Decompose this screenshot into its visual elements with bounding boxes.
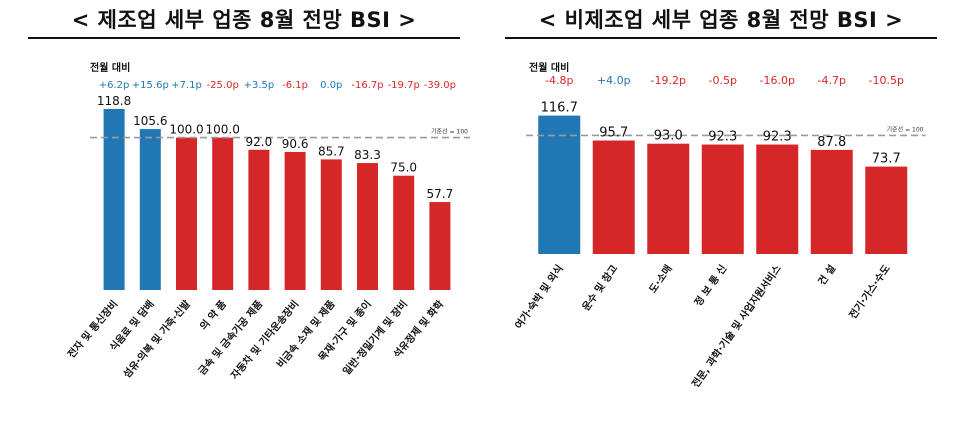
- value-label-1: 118.8: [97, 94, 131, 108]
- bar-1: [103, 108, 125, 291]
- value-label-2: 105.6: [133, 114, 167, 128]
- value-label-1: 116.7: [541, 101, 578, 116]
- bar-5: [248, 149, 270, 290]
- value-label-6: 90.6: [282, 137, 309, 151]
- bar-2: [139, 129, 161, 290]
- bar-5: [756, 144, 799, 254]
- manufacturing-chart-title: < 제조업 세부 업종 8월 전망 BSI >: [71, 8, 417, 32]
- category-label-4: 의 약 품: [197, 298, 229, 333]
- bar-3: [647, 143, 690, 254]
- bar-9: [393, 175, 415, 290]
- value-label-10: 57.7: [427, 187, 454, 201]
- nonmanufacturing-chart-title: < 비제조업 세부 업종 8월 전망 BSI >: [538, 8, 904, 32]
- value-label-5: 92.3: [763, 130, 792, 145]
- change-label-4: -25.0p: [207, 80, 239, 91]
- change-label-10: -39.0p: [424, 80, 456, 91]
- category-label-9: 일반·정밀기계 및 장비: [340, 298, 410, 378]
- change-label-6: -4.7p: [818, 74, 846, 87]
- value-label-4: 100.0: [206, 123, 240, 137]
- category-label-1: 전자 및 통신장비: [65, 298, 121, 361]
- value-label-5: 92.0: [246, 135, 273, 149]
- category-label-3: 섬유·의복 및 가죽·신발: [120, 297, 193, 381]
- value-label-3: 100.0: [169, 123, 203, 137]
- bar-7: [865, 166, 908, 254]
- baseline-label: 기준선 = 100: [431, 128, 468, 136]
- category-label-6: 자동차 및 기타운송장비: [228, 298, 302, 382]
- bar-7: [320, 159, 342, 290]
- bar-1: [538, 115, 581, 254]
- bar-4: [701, 144, 744, 254]
- change-label-2: +15.6p: [132, 80, 169, 91]
- category-label-2: 운수 및 창고: [579, 262, 620, 313]
- change-label-4: -0.5p: [709, 74, 737, 87]
- change-label-5: -16.0p: [760, 74, 795, 87]
- bar-2: [592, 140, 635, 254]
- change-label-5: +3.5p: [244, 80, 275, 91]
- change-label-8: -16.7p: [351, 80, 383, 91]
- category-label-1: 여가·숙박 및 외식: [512, 262, 566, 331]
- change-label-7: -10.5p: [869, 74, 904, 87]
- baseline-label: 기준선 = 100: [887, 125, 924, 133]
- category-label-4: 정 보 통 신: [691, 262, 729, 308]
- value-label-3: 93.0: [654, 129, 683, 144]
- change-label-3: +7.1p: [171, 80, 202, 91]
- change-label-9: -19.7p: [388, 80, 420, 91]
- value-label-9: 75.0: [390, 161, 417, 175]
- bar-6: [284, 151, 306, 290]
- change-label-1: -4.8p: [545, 74, 573, 87]
- bar-6: [810, 149, 853, 254]
- nonmanufacturing-title-rule: [505, 37, 937, 39]
- category-label-3: 도·소매: [646, 262, 675, 295]
- value-label-7: 73.7: [872, 152, 901, 167]
- change-label-6: -6.1p: [282, 80, 308, 91]
- manufacturing-title-rule: [28, 37, 460, 39]
- value-label-7: 85.7: [318, 144, 345, 158]
- change-header-label: 전월 대비: [529, 61, 569, 74]
- change-label-7: 0.0p: [320, 80, 342, 91]
- category-label-5: 금속 및 금속가공 제품: [195, 298, 265, 378]
- category-label-5: 전문, 과학·기술 및 사업지원서비스: [689, 262, 784, 390]
- change-label-1: +6.2p: [99, 80, 130, 91]
- category-label-6: 건 설: [815, 262, 838, 287]
- category-label-7: 전기·가스·수도: [846, 262, 893, 321]
- bar-4: [212, 137, 234, 290]
- change-label-2: +4.0p: [597, 74, 631, 87]
- bar-8: [357, 163, 378, 290]
- value-label-2: 95.7: [599, 125, 628, 140]
- value-label-6: 87.8: [817, 135, 846, 150]
- value-label-8: 83.3: [354, 148, 381, 162]
- bar-3: [176, 137, 197, 290]
- change-header-label: 전월 대비: [90, 61, 130, 74]
- change-label-3: -19.2p: [651, 74, 686, 87]
- bar-10: [429, 202, 451, 290]
- value-label-4: 92.3: [708, 130, 737, 145]
